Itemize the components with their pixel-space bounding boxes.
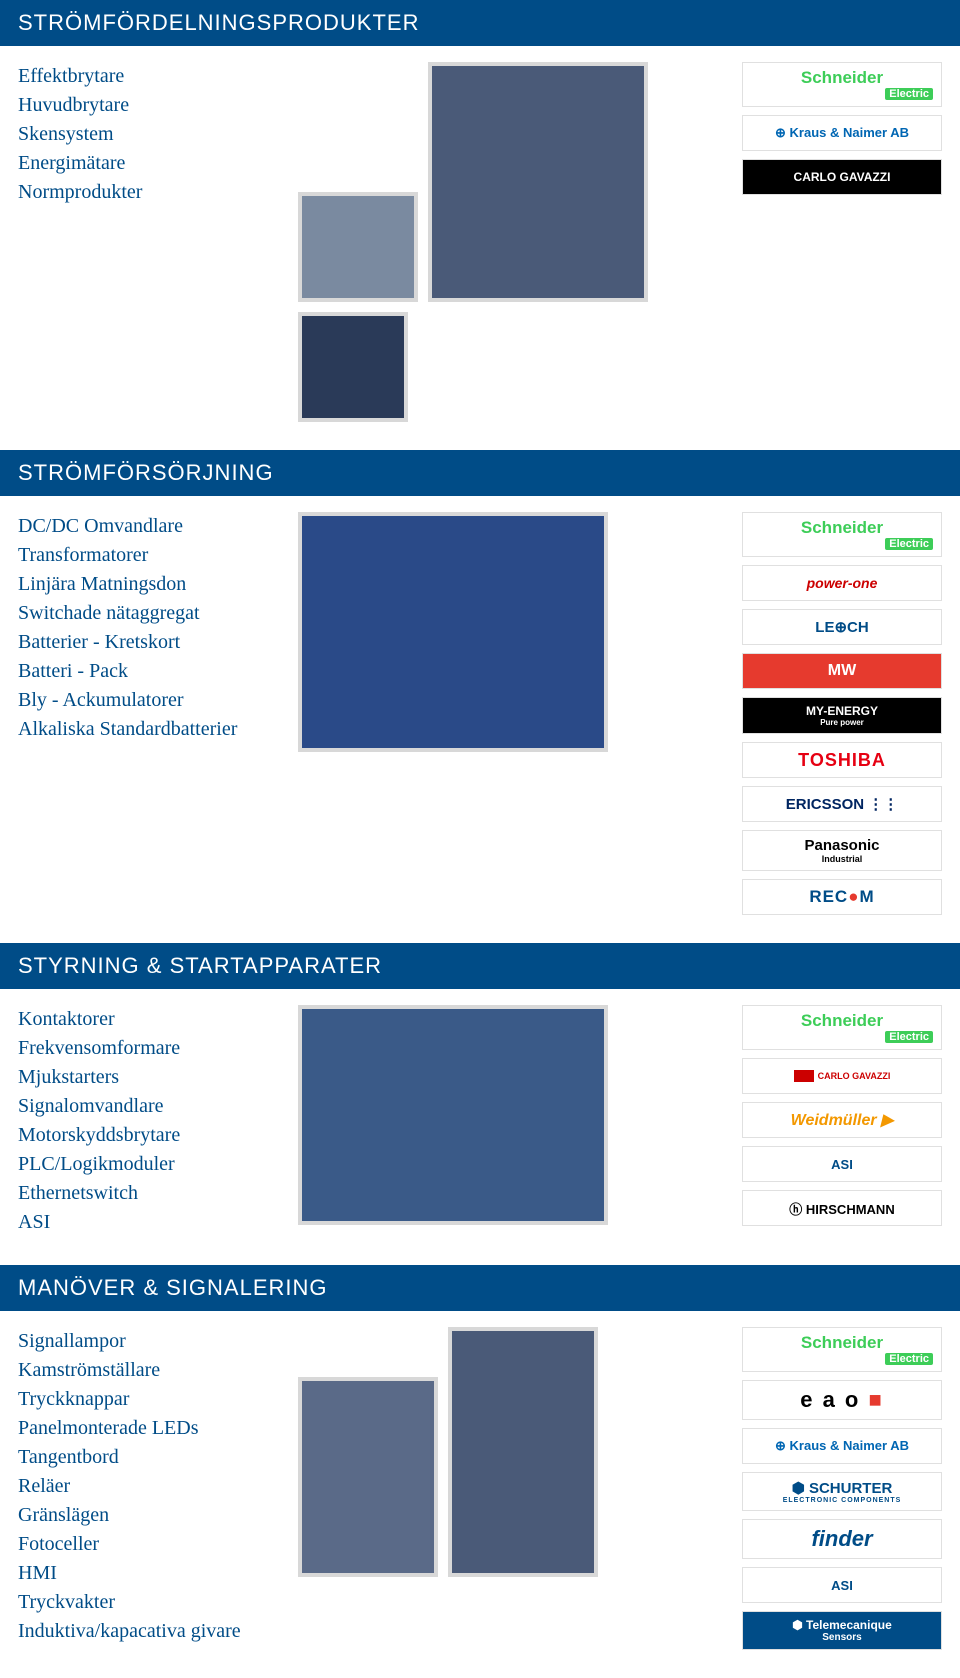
section-header: STRÖMFÖRSÖRJNING	[0, 450, 960, 496]
list-item: Alkaliska Standardbatterier	[18, 715, 278, 744]
list-item: Transformatorer	[18, 541, 278, 570]
product-image	[298, 1377, 438, 1577]
brand-logo: ASI	[742, 1567, 942, 1603]
brand-logo: power-one	[742, 565, 942, 601]
list-item: Bly - Ackumulatorer	[18, 686, 278, 715]
list-item: Tryckknappar	[18, 1385, 278, 1414]
image-group	[298, 1327, 722, 1577]
list-item: Ethernetswitch	[18, 1179, 278, 1208]
brand-logo: Weidmüller ▶	[742, 1102, 942, 1138]
list-item: Mjukstarters	[18, 1063, 278, 1092]
list-item: Linjära Matningsdon	[18, 570, 278, 599]
list-item: Fotoceller	[18, 1530, 278, 1559]
list-item: Batteri - Pack	[18, 657, 278, 686]
image-group	[298, 1005, 722, 1225]
section-body: DC/DC OmvandlareTransformatorerLinjära M…	[0, 496, 960, 943]
brand-logo: CARLO GAVAZZI	[742, 159, 942, 195]
brand-column: SchneiderElectric e a o ■ ⊕ Kraus & Naimer…	[742, 1327, 942, 1650]
product-image	[298, 312, 408, 422]
brand-logo: e a o ■	[742, 1380, 942, 1420]
brand-logo: SchneiderElectric	[742, 512, 942, 557]
brand-logo: SchneiderElectric	[742, 1327, 942, 1372]
brand-logo: ASI	[742, 1146, 942, 1182]
brand-logo: MY-ENERGYPure power	[742, 697, 942, 734]
list-item: Frekvensomformare	[18, 1034, 278, 1063]
list-item: Tryckvakter	[18, 1588, 278, 1617]
brand-logo: PanasonicIndustrial	[742, 830, 942, 871]
section-header: STYRNING & STARTAPPARATER	[0, 943, 960, 989]
list-item: Signallampor	[18, 1327, 278, 1356]
list-item: DC/DC Omvandlare	[18, 512, 278, 541]
brand-logo: REC●M	[742, 879, 942, 915]
brand-column: SchneiderElectric power-one LE⊕CH MW MY-ENER…	[742, 512, 942, 915]
brand-logo: SchneiderElectric	[742, 62, 942, 107]
brand-logo: ERICSSON ⋮⋮	[742, 786, 942, 822]
product-image	[448, 1327, 598, 1577]
section-body: KontaktorerFrekvensomformareMjukstarters…	[0, 989, 960, 1265]
brand-logo: ⬢ TelemecaniqueSensors	[742, 1611, 942, 1650]
brand-logo: CARLO GAVAZZI	[742, 1058, 942, 1094]
image-group	[298, 512, 722, 752]
brand-logo: finder	[742, 1519, 942, 1559]
brand-logo: ⊕ Kraus & Naimer AB	[742, 115, 942, 151]
product-image	[428, 62, 648, 302]
list-item: Skensystem	[18, 120, 278, 149]
brand-logo: ⊕ Kraus & Naimer AB	[742, 1428, 942, 1464]
section-body: SignallamporKamströmställareTryckknappar…	[0, 1311, 960, 1678]
list-item: Induktiva/kapacativa givare	[18, 1617, 278, 1646]
list-item: Gränslägen	[18, 1501, 278, 1530]
list-item: PLC/Logikmoduler	[18, 1150, 278, 1179]
brand-column: SchneiderElectric ⊕ Kraus & Naimer AB CARL…	[742, 62, 942, 195]
section-header: STRÖMFÖRDELNINGSPRODUKTER	[0, 0, 960, 46]
list-item: Signalomvandlare	[18, 1092, 278, 1121]
list-item: Kontaktorer	[18, 1005, 278, 1034]
brand-logo: SchneiderElectric	[742, 1005, 942, 1050]
item-list: DC/DC OmvandlareTransformatorerLinjära M…	[18, 512, 278, 744]
product-image	[298, 192, 418, 302]
list-item: Kamströmställare	[18, 1356, 278, 1385]
list-item: Reläer	[18, 1472, 278, 1501]
brand-logo: ⬢ SCHURTERELECTRONIC COMPONENTS	[742, 1472, 942, 1511]
list-item: Normprodukter	[18, 178, 278, 207]
list-item: ASI	[18, 1208, 278, 1237]
list-item: Tangentbord	[18, 1443, 278, 1472]
brand-logo: ⓗ HIRSCHMANN	[742, 1190, 942, 1226]
item-list: EffektbrytareHuvudbrytareSkensystemEnerg…	[18, 62, 278, 207]
list-item: Effektbrytare	[18, 62, 278, 91]
image-group	[298, 62, 722, 422]
list-item: Panelmonterade LEDs	[18, 1414, 278, 1443]
item-list: KontaktorerFrekvensomformareMjukstarters…	[18, 1005, 278, 1237]
list-item: Batterier - Kretskort	[18, 628, 278, 657]
section-header: MANÖVER & SIGNALERING	[0, 1265, 960, 1311]
brand-logo: LE⊕CH	[742, 609, 942, 645]
product-image	[298, 1005, 608, 1225]
list-item: Motorskyddsbrytare	[18, 1121, 278, 1150]
item-list: SignallamporKamströmställareTryckknappar…	[18, 1327, 278, 1646]
brand-logo: TOSHIBA	[742, 742, 942, 778]
product-image	[298, 512, 608, 752]
brand-logo: MW	[742, 653, 942, 689]
section-body: EffektbrytareHuvudbrytareSkensystemEnerg…	[0, 46, 960, 450]
list-item: Energimätare	[18, 149, 278, 178]
brand-column: SchneiderElectric CARLO GAVAZZI Weidmüller…	[742, 1005, 942, 1226]
list-item: HMI	[18, 1559, 278, 1588]
list-item: Huvudbrytare	[18, 91, 278, 120]
list-item: Switchade nätaggregat	[18, 599, 278, 628]
